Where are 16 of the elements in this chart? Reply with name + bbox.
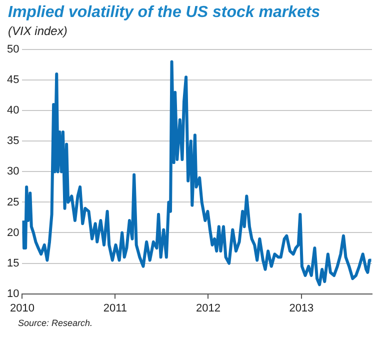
- y-tick-label: 30: [6, 166, 20, 178]
- chart-subtitle: (VIX index): [8, 24, 68, 38]
- y-tick-label: 25: [6, 196, 20, 208]
- chart-title: Implied volatility of the US stock markets: [8, 4, 320, 22]
- y-tick-label: 20: [6, 226, 20, 239]
- source-note: Source: Research.: [18, 318, 93, 328]
- y-tick-label: 40: [6, 104, 20, 117]
- x-tick-label: 2011: [103, 302, 128, 314]
- y-tick-label: 15: [6, 257, 20, 270]
- y-tick-label: 45: [6, 74, 20, 86]
- x-tick-label: 2013: [289, 302, 314, 314]
- x-tick-label: 2010: [10, 302, 34, 314]
- x-tick-label: 2012: [196, 302, 220, 314]
- y-tick-label: 35: [6, 135, 20, 148]
- y-tick-label: 10: [6, 288, 20, 300]
- y-tick-label: 50: [6, 44, 20, 56]
